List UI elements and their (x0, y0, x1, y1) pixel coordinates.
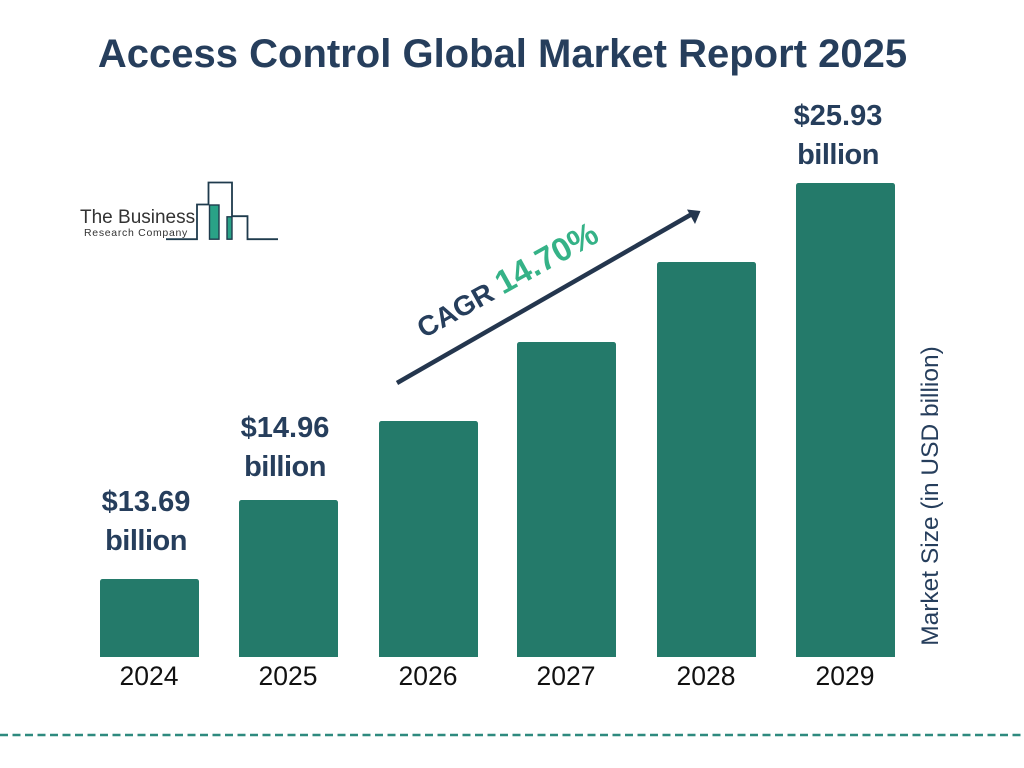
svg-text:The Business: The Business (80, 207, 195, 228)
svg-text:Research Company: Research Company (84, 227, 188, 239)
